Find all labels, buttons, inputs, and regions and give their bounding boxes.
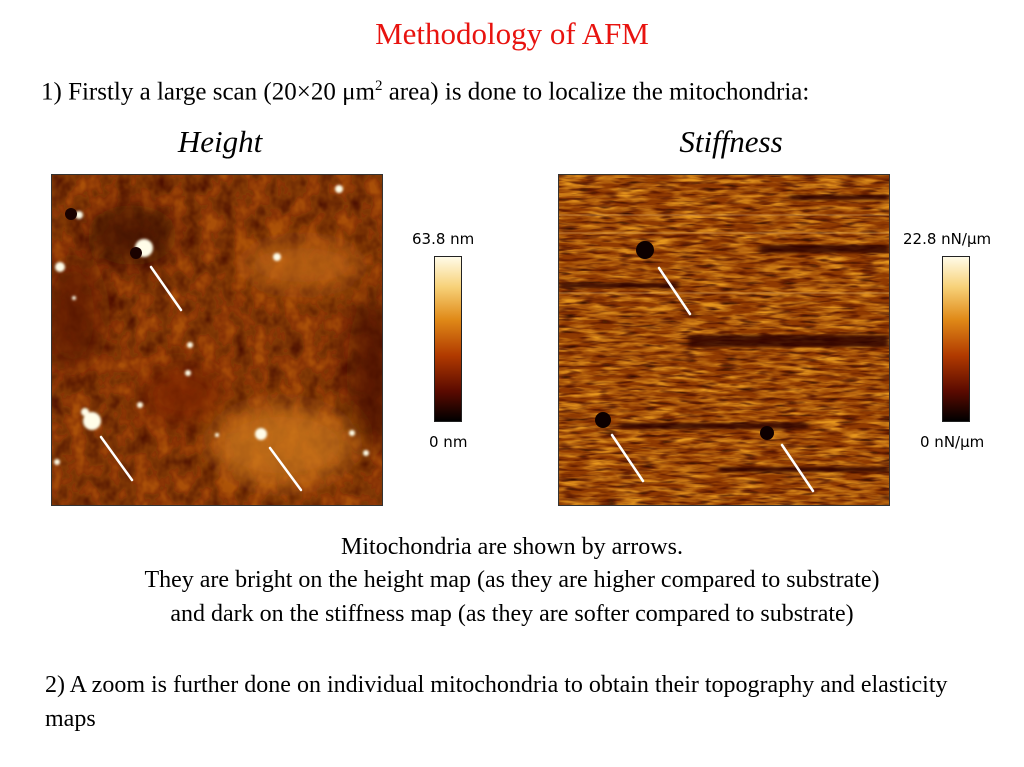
step-one-prefix: 1) Firstly a large scan (20×20: [41, 78, 343, 106]
height-scale-max-label: 63.8 nm: [412, 230, 475, 248]
height-scale-min-label: 0 nm: [429, 433, 468, 451]
stiffness-map-dark-spots: [595, 241, 774, 440]
step-one-text: 1) Firstly a large scan (20×20 μm2 area)…: [41, 78, 809, 106]
caption-line-3: and dark on the stiffness map (as they a…: [170, 601, 854, 627]
height-map-image: [51, 174, 383, 506]
height-panel-title: Height: [177, 124, 263, 159]
stiffness-colorbar: [942, 256, 970, 422]
step-one-unit-exponent: 2: [374, 78, 383, 94]
height-map-arrows: [99, 265, 303, 492]
step-one-suffix: area) is done to localize the mitochondr…: [382, 78, 810, 106]
stiffness-scale-max-label: 22.8 nN/μm: [903, 230, 992, 248]
stiffness-map-image: [558, 174, 890, 506]
caption-line-2: They are bright on the height map (as th…: [144, 567, 880, 593]
slide-title: Methodology of AFM: [375, 16, 649, 51]
stiffness-panel-title: Stiffness: [679, 124, 783, 159]
height-colorbar: [434, 256, 462, 422]
stiffness-scale-min-label: 0 nN/μm: [920, 433, 985, 451]
step-two-text: 2) A zoom is further done on individual …: [45, 672, 948, 732]
step-one-unit: μm: [342, 78, 375, 106]
caption-line-1: Mitochondria are shown by arrows.: [341, 534, 683, 560]
stiffness-map-arrows: [610, 266, 815, 493]
